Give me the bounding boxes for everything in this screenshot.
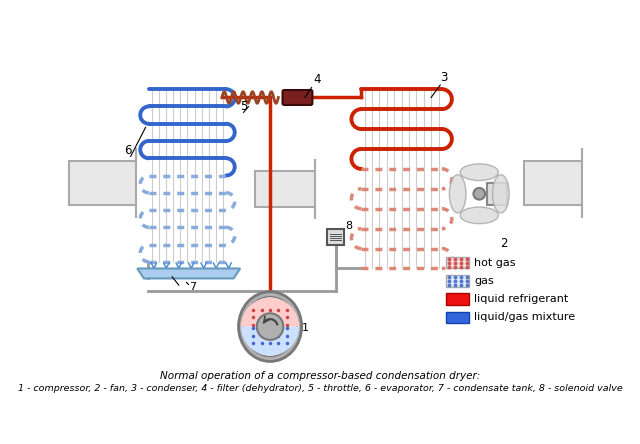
Text: 1: 1 (301, 323, 308, 333)
Text: hot gas: hot gas (474, 258, 516, 268)
Text: liquid refrigerant: liquid refrigerant (474, 294, 568, 304)
Text: 1 - compressor, 2 - fan, 3 - condenser, 4 - filter (dehydrator), 5 - throttle, 6: 1 - compressor, 2 - fan, 3 - condenser, … (17, 384, 622, 392)
FancyBboxPatch shape (446, 293, 469, 305)
Polygon shape (524, 147, 582, 218)
FancyBboxPatch shape (446, 312, 469, 323)
Text: 2: 2 (500, 237, 508, 250)
Polygon shape (255, 159, 315, 219)
Polygon shape (69, 147, 136, 218)
Wedge shape (241, 297, 299, 327)
Circle shape (474, 188, 485, 200)
Text: gas: gas (474, 276, 494, 286)
FancyBboxPatch shape (446, 275, 469, 287)
Ellipse shape (460, 164, 499, 181)
Text: liquid/gas mixture: liquid/gas mixture (474, 313, 575, 322)
Text: 6: 6 (124, 144, 131, 157)
Text: 4: 4 (313, 73, 321, 87)
Ellipse shape (243, 297, 296, 357)
Polygon shape (137, 269, 240, 278)
Text: Normal operation of a compressor-based condensation dryer:: Normal operation of a compressor-based c… (160, 371, 480, 381)
Circle shape (257, 313, 284, 340)
Wedge shape (241, 327, 299, 356)
FancyBboxPatch shape (446, 257, 469, 269)
Text: 3: 3 (440, 71, 447, 84)
FancyBboxPatch shape (282, 90, 312, 105)
FancyBboxPatch shape (487, 183, 507, 205)
Text: 5: 5 (240, 100, 248, 113)
Ellipse shape (449, 174, 466, 213)
Ellipse shape (239, 292, 301, 361)
Text: 7: 7 (189, 282, 196, 292)
Ellipse shape (493, 174, 509, 213)
Ellipse shape (460, 207, 499, 224)
FancyBboxPatch shape (327, 229, 344, 245)
Text: 8: 8 (345, 221, 352, 230)
